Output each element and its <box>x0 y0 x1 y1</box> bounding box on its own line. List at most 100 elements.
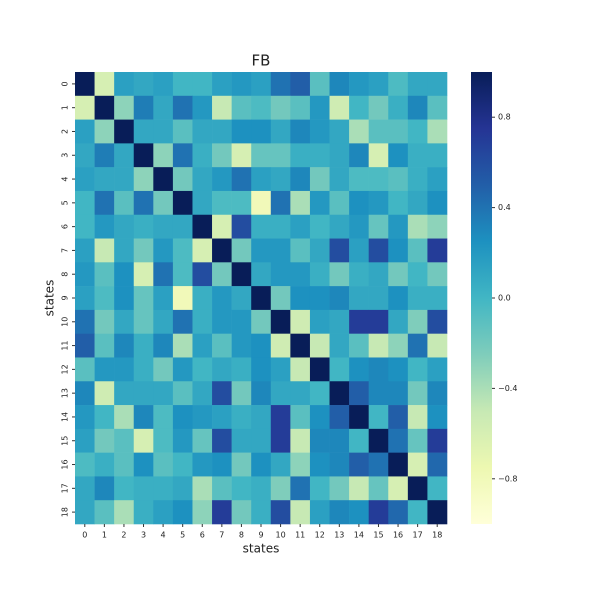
heatmap-cell <box>75 95 95 120</box>
heatmap-cell <box>407 214 428 239</box>
heatmap-cell <box>309 238 330 263</box>
heatmap-cell <box>251 143 272 168</box>
heatmap-cell <box>172 262 193 287</box>
y-tick-label: 13 <box>61 388 70 398</box>
heatmap-cell <box>407 309 428 334</box>
heatmap-cell <box>309 72 330 97</box>
heatmap-cell <box>388 72 409 97</box>
heatmap-cell <box>407 119 428 144</box>
x-tick-label: 1 <box>102 531 107 540</box>
heatmap-cell <box>329 309 350 334</box>
colorbar <box>471 72 492 524</box>
heatmap-cell <box>172 238 193 263</box>
heatmap-cell <box>192 428 213 453</box>
heatmap-cell <box>290 452 311 477</box>
heatmap-cell <box>388 238 409 263</box>
heatmap-cell <box>94 262 115 287</box>
heatmap-cell <box>427 190 448 216</box>
heatmap-cell <box>231 143 252 168</box>
x-tick-label: 12 <box>315 531 325 540</box>
heatmap-cell <box>212 286 232 311</box>
x-tick-label: 5 <box>180 531 185 540</box>
heatmap-cell <box>251 286 272 311</box>
heatmap-cell <box>192 262 213 287</box>
heatmap-cell <box>172 452 193 477</box>
heatmap-cell <box>153 167 174 192</box>
heatmap-cell <box>427 95 448 120</box>
heatmap-cell <box>192 286 213 311</box>
heatmap-cell <box>94 333 115 358</box>
heatmap-cell <box>251 452 272 477</box>
heatmap-cell <box>407 238 428 263</box>
heatmap-cell <box>231 167 252 192</box>
heatmap-cell <box>75 405 95 430</box>
heatmap-cell <box>172 167 193 192</box>
heatmap-cell <box>114 500 135 525</box>
heatmap-cell <box>212 476 232 501</box>
heatmap-cell <box>368 95 389 120</box>
heatmap-cell <box>290 500 311 525</box>
heatmap-cell <box>309 476 330 501</box>
heatmap-cell <box>114 262 135 287</box>
heatmap-cell <box>251 428 272 453</box>
heatmap-cell <box>270 500 291 525</box>
heatmap-cell <box>407 95 428 120</box>
heatmap-cell <box>153 405 174 430</box>
heatmap-cell <box>133 95 154 120</box>
heatmap-cell <box>212 428 232 453</box>
heatmap-cell <box>388 476 409 501</box>
heatmap-cell <box>309 452 330 477</box>
y-tick-label: 8 <box>61 272 70 277</box>
heatmap-cell <box>251 167 272 192</box>
heatmap-cell <box>192 476 213 501</box>
y-tick-label: 6 <box>61 224 70 229</box>
heatmap-cell <box>290 119 311 144</box>
heatmap-cell <box>212 309 232 334</box>
heatmap-cell <box>407 167 428 192</box>
heatmap-cell <box>388 500 409 525</box>
heatmap-cell <box>114 190 135 216</box>
heatmap-cell <box>349 333 369 358</box>
heatmap-cell <box>231 95 252 120</box>
heatmap-cell <box>388 286 409 311</box>
heatmap-cell <box>192 119 213 144</box>
heatmap-cell <box>231 381 252 406</box>
heatmap-cell <box>153 143 174 168</box>
heatmap-cell <box>388 452 409 477</box>
heatmap-cell <box>153 95 174 120</box>
heatmap-cell <box>309 500 330 525</box>
heatmap-cell <box>270 309 291 334</box>
heatmap-cell <box>349 381 369 406</box>
heatmap-cell <box>309 381 330 406</box>
heatmap-cell <box>172 428 193 453</box>
heatmap-cell <box>94 238 115 263</box>
heatmap-cell <box>270 167 291 192</box>
heatmap-cell <box>133 143 154 168</box>
heatmap-cell <box>94 214 115 239</box>
heatmap-cell <box>368 190 389 216</box>
heatmap-cell <box>75 500 95 525</box>
heatmap-cell <box>133 167 154 192</box>
heatmap-cell <box>251 95 272 120</box>
heatmap-cell <box>329 500 350 525</box>
heatmap-cell <box>133 357 154 382</box>
heatmap-cell <box>270 333 291 358</box>
heatmap-cell <box>309 286 330 311</box>
heatmap-cell <box>368 238 389 263</box>
heatmap-cell <box>329 95 350 120</box>
heatmap-cell <box>407 500 428 525</box>
heatmap-cell <box>212 500 232 525</box>
x-tick-label: 4 <box>161 531 166 540</box>
heatmap-cell <box>388 119 409 144</box>
x-tick-label: 16 <box>393 531 403 540</box>
heatmap-cell <box>407 428 428 453</box>
heatmap-cell <box>407 357 428 382</box>
heatmap-cell <box>290 95 311 120</box>
heatmap-cell <box>133 286 154 311</box>
x-tick-label: 9 <box>258 531 263 540</box>
x-tick-label: 0 <box>82 531 87 540</box>
heatmap-cell <box>212 452 232 477</box>
heatmap-cell <box>114 476 135 501</box>
heatmap-cell <box>192 167 213 192</box>
